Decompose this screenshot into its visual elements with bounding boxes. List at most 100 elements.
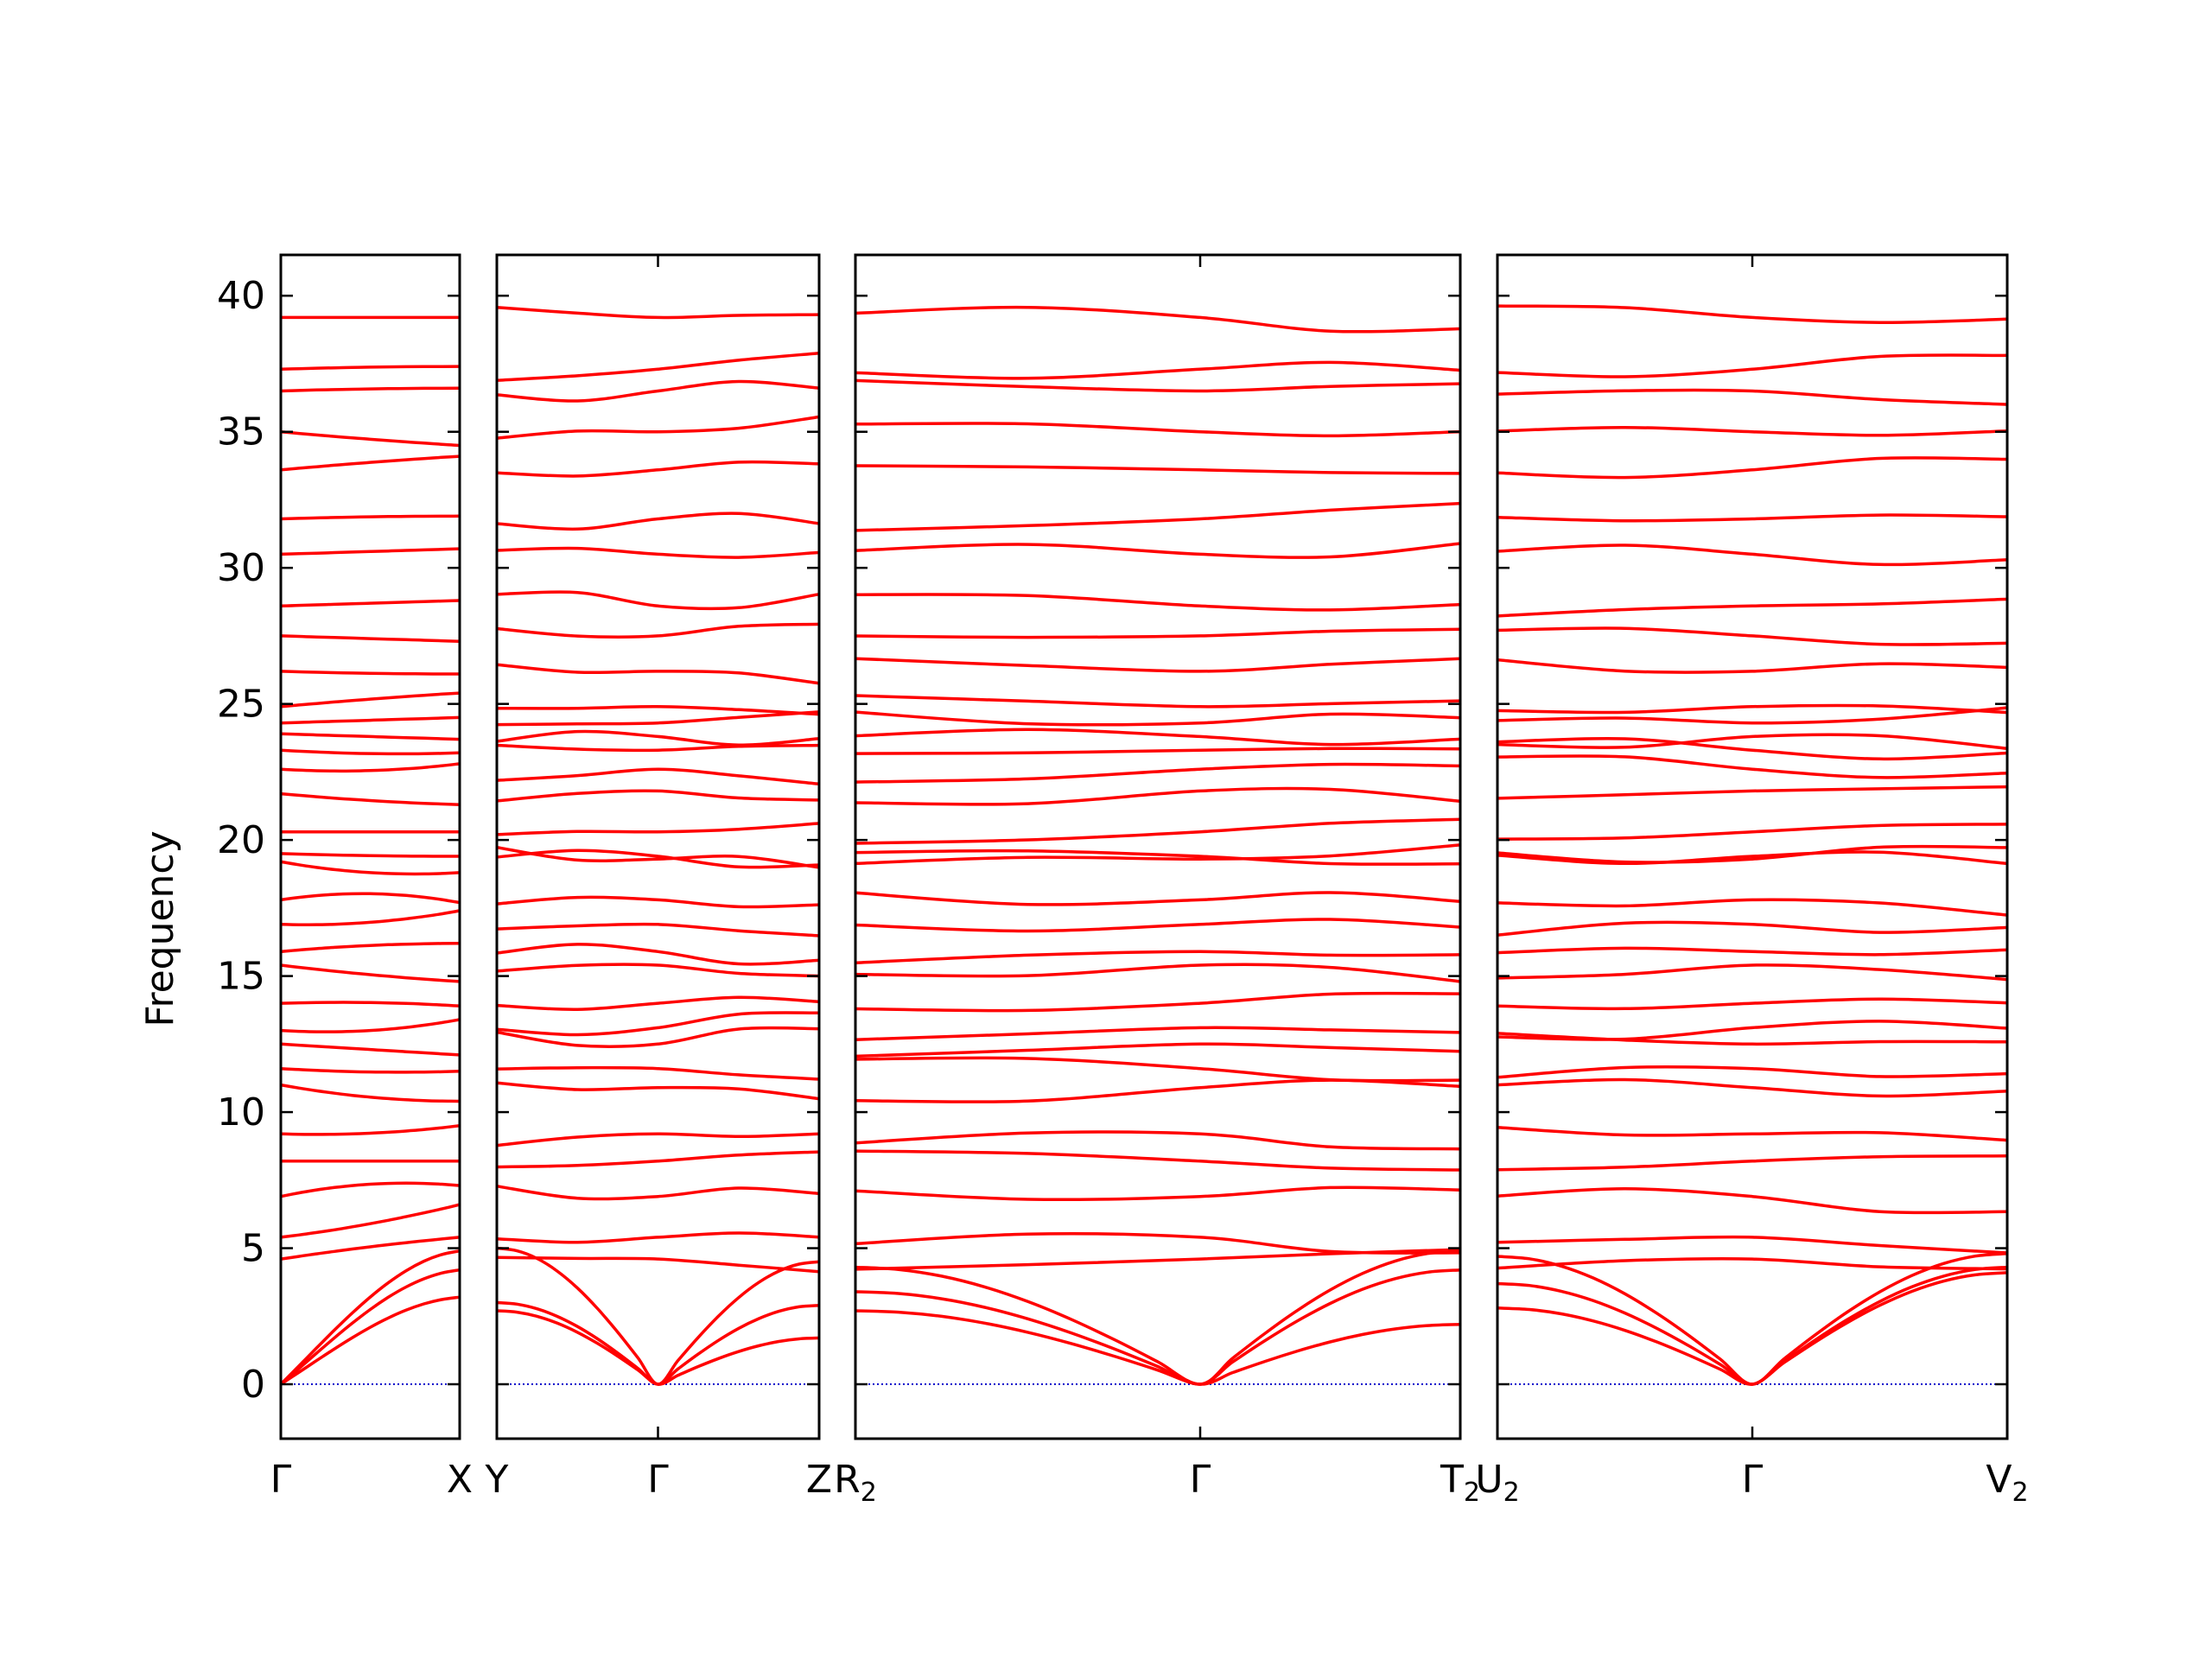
band-9: [280, 1083, 461, 1103]
band-32: [280, 454, 461, 472]
band-5: [280, 1203, 461, 1239]
band-22: [855, 762, 1461, 784]
band-13: [855, 991, 1461, 1013]
band-24: [280, 732, 461, 741]
y-tick-label: 5: [241, 1227, 265, 1271]
band-33: [280, 429, 461, 448]
band-30: [1497, 543, 2008, 567]
band-22: [496, 767, 820, 786]
band-9: [496, 1081, 820, 1101]
y-axis-title: Frequency: [138, 830, 182, 1027]
band-25: [855, 710, 1461, 727]
band-31: [1497, 513, 2008, 523]
band-30: [280, 547, 461, 556]
band-21: [280, 791, 461, 806]
band-20: [855, 817, 1461, 845]
band-26: [280, 691, 461, 709]
band-11: [855, 1042, 1461, 1058]
band-36: [1497, 304, 2008, 324]
band-11: [280, 1042, 461, 1057]
y-tick-label: 15: [217, 955, 265, 999]
band-35: [1497, 353, 2008, 378]
band-22: [1497, 754, 2008, 779]
band-5: [1497, 1235, 2008, 1255]
panel-frame: [854, 253, 1462, 1440]
band-31: [496, 512, 820, 531]
band-11: [496, 1026, 820, 1049]
band-23: [1497, 736, 2008, 761]
band-17: [496, 895, 820, 909]
k-point-label: V2: [1986, 1458, 2028, 1508]
band-13: [496, 995, 820, 1011]
y-tick-label: 30: [217, 546, 265, 590]
band-30: [855, 542, 1461, 559]
band-25: [1497, 706, 2008, 725]
band-16: [280, 909, 461, 926]
band-28: [855, 627, 1461, 639]
band-7: [1497, 1154, 2008, 1172]
band-1: [1497, 1271, 2008, 1386]
band-15: [280, 942, 461, 954]
k-point-label: Γ: [270, 1458, 292, 1502]
k-point-label: T2: [1440, 1458, 1480, 1508]
band-28: [496, 622, 820, 639]
band-8: [280, 1124, 461, 1136]
band-31: [855, 501, 1461, 532]
band-36: [496, 305, 820, 320]
band-13: [1497, 997, 2008, 1011]
band-15: [855, 950, 1461, 965]
band-12: [855, 1026, 1461, 1041]
y-tick-label: 20: [217, 818, 265, 862]
band-22: [280, 762, 461, 773]
band-14: [1497, 963, 2008, 982]
band-8: [855, 1130, 1461, 1151]
band-28: [280, 634, 461, 643]
band-7: [855, 1149, 1461, 1172]
band-8: [496, 1132, 820, 1147]
band-34: [1497, 388, 2008, 406]
y-tick-label: 40: [217, 274, 265, 318]
band-1: [280, 1295, 461, 1386]
band-26: [855, 694, 1461, 709]
band-5: [855, 1232, 1461, 1255]
band-3: [1497, 1252, 2008, 1386]
band-12: [1497, 1020, 2008, 1041]
band-2: [855, 1268, 1461, 1386]
band-27: [1497, 658, 2008, 674]
band-3: [279, 1249, 461, 1386]
band-35: [855, 360, 1461, 380]
band-29: [496, 590, 820, 611]
band-24: [855, 728, 1461, 747]
band-23: [855, 747, 1461, 755]
band-23: [496, 743, 820, 753]
k-point-label: Γ: [1190, 1458, 1211, 1502]
band-18: [496, 845, 820, 869]
band-10: [496, 1065, 820, 1081]
band-17: [280, 892, 461, 905]
band-33: [496, 415, 820, 440]
band-19: [280, 852, 460, 858]
band-23: [280, 748, 461, 756]
band-16: [496, 922, 820, 938]
bands: [1497, 304, 2008, 1386]
band-12: [280, 1018, 461, 1033]
band-34: [280, 386, 461, 393]
band-18: [280, 860, 461, 876]
band-7: [496, 1150, 820, 1169]
band-19: [1497, 850, 2008, 866]
band-21: [496, 789, 820, 803]
band-15: [1497, 946, 2008, 957]
band-14: [855, 963, 1461, 983]
band-25: [496, 710, 820, 727]
k-point-label: Y: [485, 1458, 509, 1502]
band-8: [1497, 1125, 2008, 1142]
k-point-label: U2: [1475, 1458, 1519, 1508]
band-13: [280, 1001, 461, 1007]
band-34: [496, 379, 820, 403]
band-9: [1497, 1077, 2008, 1098]
band-32: [1497, 456, 2008, 480]
band-18: [1497, 844, 2008, 864]
